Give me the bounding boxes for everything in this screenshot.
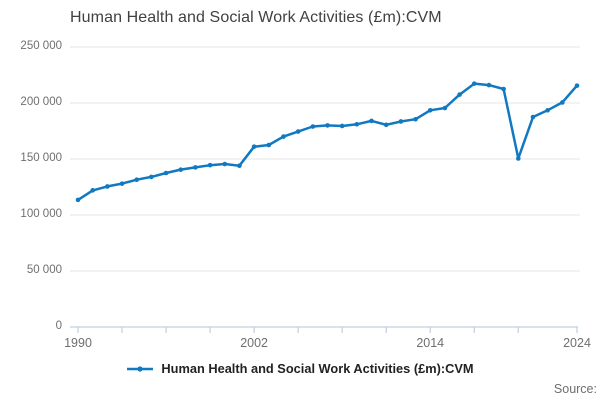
data-point-marker xyxy=(515,156,521,161)
data-point-marker xyxy=(119,181,125,186)
data-point-marker xyxy=(339,123,345,129)
data-point-marker xyxy=(413,116,418,122)
x-axis-tick-label: 2014 xyxy=(416,336,445,350)
data-point-marker xyxy=(486,82,492,88)
data-series-line xyxy=(76,82,579,202)
data-point-marker xyxy=(193,165,198,170)
data-point-marker xyxy=(471,81,477,86)
legend: Human Health and Social Work Activities … xyxy=(0,361,600,376)
data-point-marker xyxy=(281,134,286,139)
data-point-marker xyxy=(574,83,580,88)
legend-line-icon xyxy=(127,365,154,372)
y-axis-tick-label: 100 000 xyxy=(20,208,62,220)
data-point-marker xyxy=(457,92,462,97)
data-point-marker xyxy=(90,188,95,193)
data-point-marker xyxy=(310,124,316,129)
data-point-marker xyxy=(427,107,433,113)
data-point-marker xyxy=(266,142,272,148)
source-label: Source: xyxy=(553,382,597,396)
data-point-marker xyxy=(325,123,330,128)
data-point-marker xyxy=(149,174,154,180)
data-point-marker xyxy=(383,122,389,128)
data-point-marker xyxy=(75,197,81,203)
x-axis-tick-label: 2024 xyxy=(563,336,591,350)
data-point-marker xyxy=(295,129,301,134)
legend-label: Human Health and Social Work Activities … xyxy=(161,361,474,376)
y-axis-tick-label: 0 xyxy=(55,320,62,332)
data-point-marker xyxy=(207,162,213,168)
y-axis-tick-label: 50 000 xyxy=(26,264,62,276)
data-point-marker xyxy=(530,114,536,120)
data-point-marker xyxy=(501,86,506,92)
data-point-marker xyxy=(560,100,565,105)
data-point-marker xyxy=(442,105,448,111)
data-point-marker xyxy=(222,161,228,167)
data-point-marker xyxy=(354,121,360,127)
data-point-marker xyxy=(251,144,257,149)
data-point-marker xyxy=(398,119,404,124)
data-point-marker xyxy=(134,177,140,183)
chart-title: Human Health and Social Work Activities … xyxy=(70,9,442,26)
data-point-marker xyxy=(163,170,169,176)
data-point-marker xyxy=(178,167,184,172)
y-axis-tick-label: 250 000 xyxy=(20,40,62,52)
x-axis-tick-label: 2002 xyxy=(240,336,269,350)
x-axis-tick-label: 1990 xyxy=(64,336,92,350)
data-point-marker xyxy=(545,107,550,113)
data-point-marker xyxy=(369,118,374,124)
data-point-marker xyxy=(105,184,110,189)
data-point-marker xyxy=(237,163,242,169)
y-axis-tick-label: 200 000 xyxy=(20,96,62,108)
y-axis-tick-label: 150 000 xyxy=(20,152,62,164)
